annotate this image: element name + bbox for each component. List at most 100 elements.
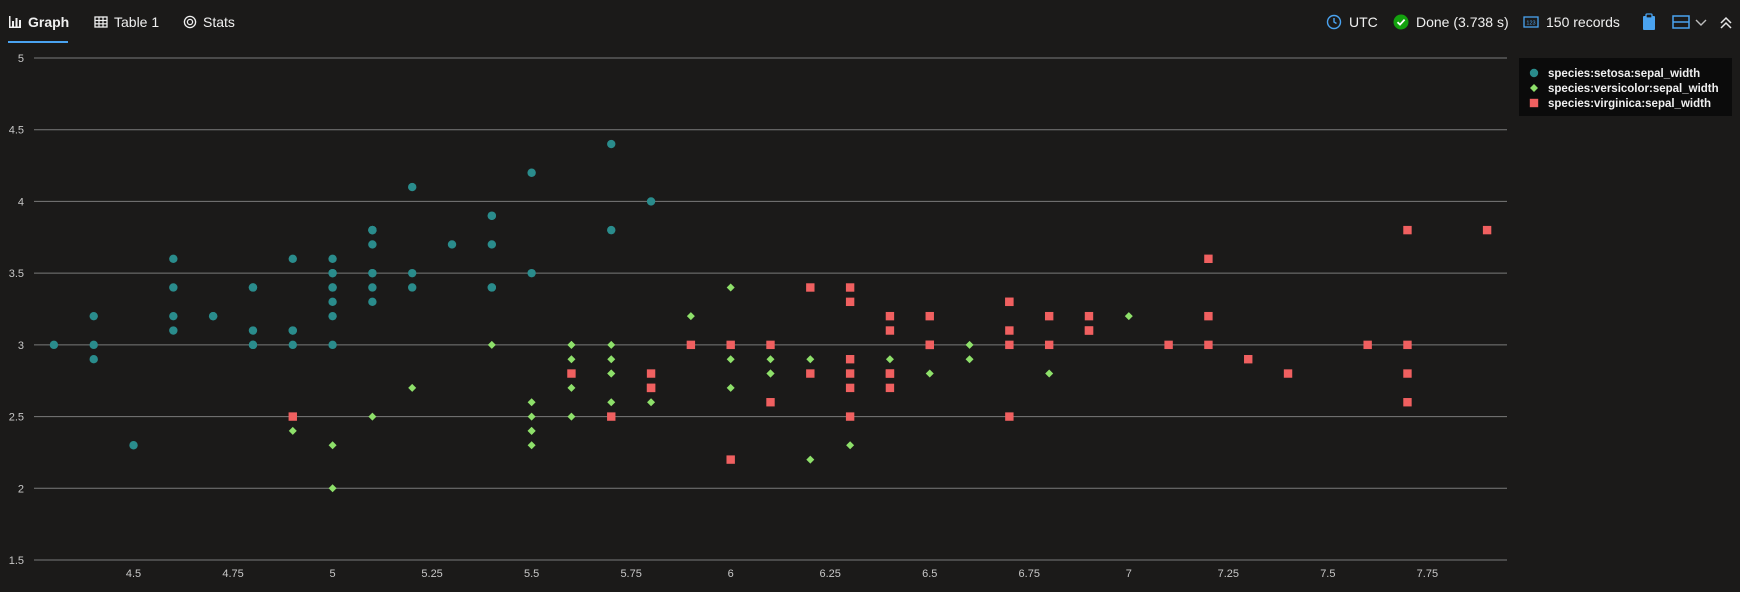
data-point[interactable] — [487, 240, 497, 249]
data-point[interactable] — [169, 311, 178, 321]
data-point[interactable] — [1244, 355, 1253, 364]
legend-label[interactable]: species:virginica:sepal_width — [1548, 98, 1711, 110]
data-point[interactable] — [288, 426, 297, 435]
data-point[interactable] — [686, 340, 696, 350]
data-point[interactable] — [1403, 369, 1412, 378]
data-point[interactable] — [527, 426, 536, 435]
legend-marker[interactable] — [1529, 98, 1539, 108]
data-point[interactable] — [1403, 225, 1412, 235]
data-point[interactable] — [1283, 369, 1293, 378]
legend-marker[interactable] — [1529, 68, 1539, 78]
data-point[interactable] — [806, 355, 815, 364]
data-point[interactable] — [527, 441, 536, 450]
data-point[interactable] — [1084, 311, 1094, 321]
data-point[interactable] — [766, 355, 775, 364]
data-point[interactable] — [288, 412, 297, 421]
tab-graph[interactable]: Graph — [8, 10, 69, 34]
data-point[interactable] — [1403, 340, 1412, 350]
data-point[interactable] — [925, 340, 934, 350]
data-point[interactable] — [408, 283, 417, 292]
data-point[interactable] — [368, 283, 377, 292]
data-point[interactable] — [845, 369, 855, 378]
data-point[interactable] — [567, 340, 576, 349]
data-point[interactable] — [328, 283, 337, 292]
data-point[interactable] — [288, 326, 297, 335]
data-point[interactable] — [328, 254, 337, 263]
data-point[interactable] — [607, 398, 616, 407]
data-point[interactable] — [766, 398, 775, 407]
data-point[interactable] — [607, 369, 616, 378]
data-point[interactable] — [487, 283, 497, 292]
data-point[interactable] — [89, 311, 98, 321]
legend-label[interactable]: species:setosa:sepal_width — [1548, 68, 1700, 80]
data-point[interactable] — [1005, 326, 1014, 335]
data-point[interactable] — [248, 326, 258, 335]
data-point[interactable] — [1044, 340, 1054, 350]
data-point[interactable] — [607, 225, 616, 235]
data-point[interactable] — [646, 383, 656, 393]
data-point[interactable] — [845, 412, 855, 421]
data-point[interactable] — [646, 369, 656, 378]
collapse-icon[interactable] — [1717, 13, 1735, 31]
data-point[interactable] — [129, 441, 138, 450]
data-point[interactable] — [89, 355, 98, 364]
timezone-indicator[interactable]: UTC — [1326, 10, 1378, 34]
data-point[interactable] — [328, 311, 337, 321]
data-point[interactable] — [1124, 312, 1133, 321]
data-point[interactable] — [686, 312, 695, 321]
data-point[interactable] — [806, 369, 815, 378]
data-point[interactable] — [607, 412, 616, 421]
data-point[interactable] — [885, 326, 895, 335]
data-point[interactable] — [408, 182, 417, 192]
data-point[interactable] — [1482, 225, 1492, 235]
tab-table-1[interactable]: Table 1 — [94, 10, 159, 34]
data-point[interactable] — [408, 268, 417, 278]
data-point[interactable] — [248, 283, 258, 292]
data-point[interactable] — [607, 340, 616, 349]
data-point[interactable] — [288, 340, 297, 350]
data-point[interactable] — [647, 398, 656, 407]
data-point[interactable] — [527, 398, 536, 407]
data-point[interactable] — [328, 441, 337, 450]
data-point[interactable] — [1403, 398, 1412, 407]
data-point[interactable] — [567, 412, 576, 421]
data-point[interactable] — [567, 355, 576, 364]
data-point[interactable] — [368, 412, 377, 421]
legend-label[interactable]: species:versicolor:sepal_width — [1548, 83, 1719, 95]
data-point[interactable] — [1204, 311, 1213, 321]
data-point[interactable] — [527, 168, 536, 177]
tab-stats[interactable]: Stats — [183, 10, 235, 34]
clipboard-icon[interactable] — [1640, 13, 1658, 31]
data-point[interactable] — [885, 369, 895, 378]
data-point[interactable] — [527, 412, 536, 421]
data-point[interactable] — [1005, 412, 1014, 421]
data-point[interactable] — [368, 240, 377, 249]
data-point[interactable] — [1005, 340, 1014, 350]
data-point[interactable] — [766, 340, 775, 350]
data-point[interactable] — [408, 383, 417, 392]
data-point[interactable] — [567, 383, 576, 392]
data-point[interactable] — [169, 283, 178, 292]
data-point[interactable] — [766, 369, 775, 378]
data-point[interactable] — [607, 139, 616, 149]
data-point[interactable] — [288, 254, 297, 263]
data-point[interactable] — [169, 326, 178, 335]
data-point[interactable] — [1084, 326, 1094, 335]
data-point[interactable] — [447, 240, 457, 249]
data-point[interactable] — [726, 383, 735, 392]
data-point[interactable] — [169, 254, 178, 263]
data-point[interactable] — [208, 311, 218, 321]
data-point[interactable] — [607, 355, 616, 364]
data-point[interactable] — [845, 383, 855, 393]
data-point[interactable] — [368, 225, 377, 235]
data-point[interactable] — [1005, 297, 1014, 307]
data-point[interactable] — [845, 297, 855, 307]
data-point[interactable] — [845, 355, 855, 364]
data-point[interactable] — [567, 369, 576, 378]
data-point[interactable] — [49, 340, 59, 350]
data-point[interactable] — [845, 283, 855, 292]
data-point[interactable] — [646, 197, 656, 206]
data-point[interactable] — [328, 340, 337, 350]
data-point[interactable] — [806, 283, 815, 292]
layout-icon[interactable] — [1672, 13, 1690, 31]
